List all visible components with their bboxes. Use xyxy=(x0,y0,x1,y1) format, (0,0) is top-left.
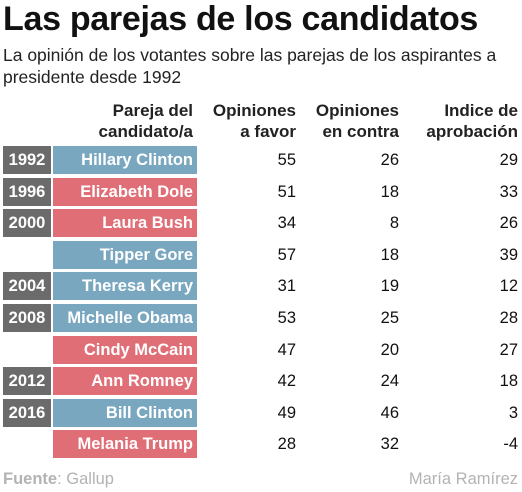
approval-value: -4 xyxy=(503,435,518,454)
approval-value: 26 xyxy=(499,214,518,233)
spouse-name: Hillary Clinton xyxy=(53,146,197,174)
contra-value: 25 xyxy=(380,308,399,327)
header-contra-line1: Opiniones xyxy=(315,101,399,120)
contra-value: 26 xyxy=(380,151,399,169)
header-couple: Pareja del candidato/a xyxy=(99,100,193,142)
source-label: Fuente xyxy=(3,470,58,488)
spouse-name: Tipper Gore xyxy=(53,240,197,269)
favor-value: 31 xyxy=(277,277,296,296)
year-label: 2000 xyxy=(3,209,51,238)
year-label: 2008 xyxy=(3,303,51,332)
header-contra-line2: en contra xyxy=(322,122,399,141)
year-label: 1992 xyxy=(3,146,51,174)
favor-value: 51 xyxy=(277,182,296,201)
table-row: 2000 Laura Bush 34 8 26 xyxy=(0,209,522,241)
table-row: 1992 Hillary Clinton 55 26 29 xyxy=(0,146,522,178)
approval-value: 29 xyxy=(499,151,518,169)
year-label: 2012 xyxy=(3,367,51,396)
spouse-name: Laura Bush xyxy=(53,209,197,238)
favor-value: 47 xyxy=(277,340,296,359)
table-row: 1996 Elizabeth Dole 51 18 33 xyxy=(0,177,522,210)
favor-value: 57 xyxy=(277,245,296,264)
approval-value: 27 xyxy=(499,340,518,359)
table-row: 2012 Ann Romney 42 24 18 xyxy=(0,367,522,399)
spouse-name: Michelle Obama xyxy=(53,303,197,332)
header-contra: Opiniones en contra xyxy=(316,100,399,142)
table-row: 2016 Bill Clinton 49 46 3 xyxy=(0,398,522,431)
approval-value: 12 xyxy=(499,277,518,296)
contra-value: 20 xyxy=(380,340,399,359)
favor-value: 34 xyxy=(277,214,296,233)
contra-value: 32 xyxy=(380,435,399,454)
year-label: 1996 xyxy=(3,177,51,206)
contra-value: 8 xyxy=(389,214,399,233)
spouse-name: Cindy McCain xyxy=(53,335,197,364)
contra-value: 18 xyxy=(380,182,399,201)
favor-value: 42 xyxy=(277,372,296,391)
favor-value: 53 xyxy=(277,308,296,327)
contra-value: 18 xyxy=(380,245,399,264)
header-approval-line2: aprobación xyxy=(426,122,518,141)
spouse-name: Bill Clinton xyxy=(53,398,197,427)
table-row: Cindy McCain 47 20 27 xyxy=(0,335,522,368)
author-credit: María Ramírez xyxy=(408,470,518,488)
approval-value: 3 xyxy=(508,403,518,422)
chart-title: Las parejas de los candidatos xyxy=(3,0,479,38)
spouse-name: Elizabeth Dole xyxy=(53,177,197,206)
header-favor: Opiniones a favor xyxy=(213,100,296,142)
contra-value: 24 xyxy=(380,372,399,391)
chart-subtitle: La opinión de los votantes sobre las par… xyxy=(3,45,497,87)
header-approval: Indice de aprobación xyxy=(426,100,518,142)
header-approval-line1: Indice de xyxy=(444,101,518,120)
header-couple-line2: candidato/a xyxy=(98,122,193,141)
spouse-name: Melania Trump xyxy=(53,430,197,459)
favor-value: 55 xyxy=(277,151,296,169)
source-value: : Gallup xyxy=(57,470,114,488)
header-favor-line1: Opiniones xyxy=(212,101,296,120)
approval-value: 28 xyxy=(499,308,518,327)
contra-value: 19 xyxy=(380,277,399,296)
spouse-name: Ann Romney xyxy=(53,367,197,396)
table-row: Melania Trump 28 32 -4 xyxy=(0,430,522,462)
year-label: 2016 xyxy=(3,398,51,427)
spouse-name: Theresa Kerry xyxy=(53,272,197,301)
approval-value: 39 xyxy=(499,245,518,264)
table-row: 2004 Theresa Kerry 31 19 12 xyxy=(0,272,522,304)
header-favor-line2: a favor xyxy=(240,122,296,141)
table-body: 1992 Hillary Clinton 55 26 29 1996 Elizabeth D… xyxy=(0,146,522,462)
table-row: Tipper Gore 57 18 39 xyxy=(0,240,522,273)
favor-value: 28 xyxy=(277,435,296,454)
source-note: Fuente: Gallup xyxy=(3,470,114,489)
table-row: 2008 Michelle Obama 53 25 28 xyxy=(0,303,522,336)
favor-value: 49 xyxy=(277,403,296,422)
header-couple-line1: Pareja del xyxy=(112,101,193,120)
contra-value: 46 xyxy=(380,403,399,422)
approval-value: 33 xyxy=(499,182,518,201)
year-label: 2004 xyxy=(3,272,51,301)
approval-value: 18 xyxy=(499,372,518,391)
